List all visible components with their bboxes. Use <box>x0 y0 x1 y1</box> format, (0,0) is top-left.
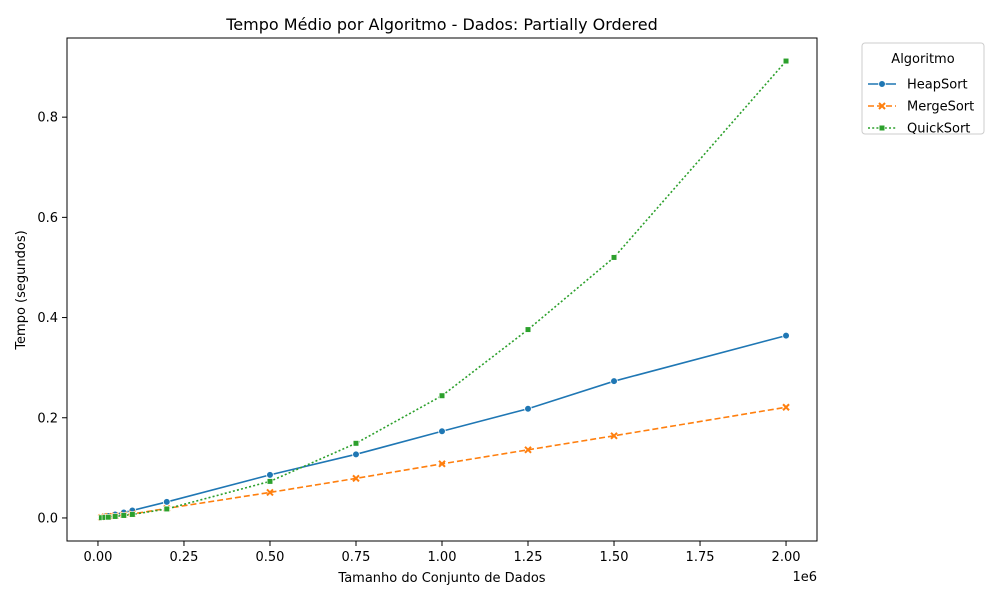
y-tick-label: 0.2 <box>37 411 58 426</box>
x-axis-offset-label: 1e6 <box>792 570 817 585</box>
data-point-quicksort <box>524 326 532 333</box>
y-axis-label: Tempo (segundos) <box>14 230 29 350</box>
x-tick-label: 0.75 <box>342 550 371 565</box>
legend-label-mergesort: MergeSort <box>907 100 974 115</box>
series-line-quicksort <box>101 60 787 519</box>
x-tick-label: 0.00 <box>83 550 112 565</box>
data-point-heapsort <box>782 331 790 340</box>
y-tick-label: 0.0 <box>37 511 58 526</box>
x-tick-label: 1.50 <box>600 550 629 565</box>
y-tick-label: 0.4 <box>37 311 58 326</box>
data-point-mergesort <box>352 474 360 483</box>
data-point-quicksort <box>105 514 112 521</box>
plot-area: 0.00 0.25 0.50 0.75 1.00 1.25 1.50 1.75 2.00 0.0 0… <box>37 37 818 565</box>
data-point-mergesort <box>782 403 790 411</box>
data-point-quicksort <box>352 440 360 447</box>
data-point-heapsort <box>162 498 171 506</box>
data-point-quicksort <box>163 505 170 513</box>
data-point-heapsort <box>352 450 360 459</box>
data-point-mergesort <box>524 446 532 454</box>
legend-marker-heapsort <box>878 80 886 88</box>
legend-marker-mergesort <box>878 102 886 110</box>
axes-frame <box>66 37 818 542</box>
legend-marker-quicksort <box>878 124 886 132</box>
x-tick-label: 2.00 <box>772 550 801 565</box>
chart-title: Tempo Médio por Algoritmo - Dados: Parti… <box>225 15 657 34</box>
data-point-heapsort <box>610 377 618 385</box>
data-point-quicksort <box>120 512 127 519</box>
data-point-quicksort <box>438 392 446 399</box>
data-point-quicksort <box>266 478 274 485</box>
y-tick-label: 0.8 <box>37 111 58 126</box>
x-tick-label: 0.50 <box>256 550 285 565</box>
data-point-heapsort <box>438 427 446 436</box>
data-point-mergesort <box>610 432 618 440</box>
y-tick-label: 0.6 <box>37 211 58 226</box>
x-axis-label: Tamanho do Conjunto de Dados <box>337 571 545 586</box>
data-point-quicksort <box>112 513 119 520</box>
data-point-heapsort <box>266 471 274 479</box>
legend-title: Algoritmo <box>891 52 954 67</box>
data-point-quicksort <box>782 57 790 65</box>
legend-label-quicksort: QuickSort <box>907 122 970 137</box>
data-point-mergesort <box>438 460 446 468</box>
data-point-quicksort <box>610 254 618 261</box>
series-line-heapsort <box>101 334 787 519</box>
data-point-heapsort <box>524 404 532 413</box>
data-point-mergesort <box>266 488 274 497</box>
legend-box <box>861 42 985 135</box>
legend-label-heapsort: HeapSort <box>907 78 968 93</box>
x-tick-label: 1.75 <box>686 550 715 565</box>
data-point-quicksort <box>129 511 136 518</box>
legend: Algoritmo HeapSort MergeSort QuickSort <box>861 42 985 137</box>
x-tick-label: 1.25 <box>514 550 543 565</box>
x-tick-label: 1.00 <box>428 550 457 565</box>
x-tick-label: 0.25 <box>169 550 198 565</box>
